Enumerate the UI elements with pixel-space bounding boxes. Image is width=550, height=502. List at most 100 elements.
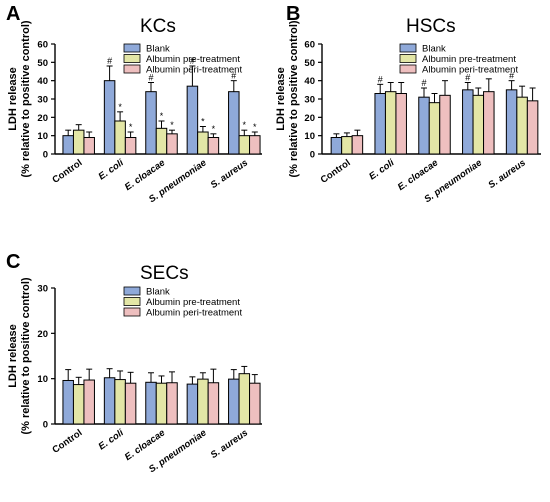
bar-s-aureus-1 bbox=[516, 96, 528, 155]
bar-s-aureus-2 bbox=[249, 135, 261, 155]
significance-mark: # bbox=[107, 56, 112, 66]
bar-e-cloacae-0 bbox=[145, 91, 157, 155]
chart-panel-hscs: B HSCs LDH release (% relative to positive … bbox=[275, 3, 541, 205]
y-tick-label: 20 bbox=[37, 113, 48, 124]
x-tick-label: E. coli bbox=[367, 157, 397, 182]
y-axis-label-sub: (% relative to positive control) bbox=[20, 277, 32, 434]
bar-control-0 bbox=[62, 135, 74, 155]
x-tick-label: E. coli bbox=[97, 427, 127, 452]
legend-swatch-0 bbox=[123, 286, 141, 296]
bar-control-1 bbox=[72, 384, 85, 425]
bar-control-2 bbox=[351, 135, 364, 155]
bar-control-0 bbox=[330, 137, 343, 155]
significance-mark: # bbox=[231, 71, 236, 81]
significance-mark: # bbox=[148, 73, 153, 83]
legend-label: Blank bbox=[422, 44, 446, 55]
bar-s-aureus-0 bbox=[228, 378, 240, 425]
legend-swatch-0 bbox=[399, 43, 417, 53]
y-tick-label: 0 bbox=[43, 420, 48, 431]
chart-panel-kcs: A KCs LDH release (% relative to positive c… bbox=[6, 3, 262, 205]
legend-swatch-0 bbox=[123, 43, 141, 53]
bar-control-0 bbox=[62, 379, 74, 425]
chart-title: HSCs bbox=[406, 16, 456, 37]
bar-s-pneumoniae-0 bbox=[186, 383, 199, 425]
bar-e-cloacae-1 bbox=[428, 102, 441, 155]
x-tick-label: S. aureus bbox=[209, 427, 250, 461]
significance-mark: # bbox=[190, 56, 195, 66]
panel-letter: C bbox=[6, 251, 20, 273]
legend-label: Albumin pre-treatment bbox=[422, 54, 516, 65]
bar-s-aureus-0 bbox=[228, 91, 240, 155]
bar-control-1 bbox=[72, 129, 85, 155]
bar-e-cloacae-1 bbox=[155, 382, 168, 425]
bar-s-pneumoniae-1 bbox=[472, 94, 485, 155]
y-tick-label: 10 bbox=[37, 374, 48, 385]
y-tick-label: 20 bbox=[304, 113, 315, 124]
legend-label: Albumin peri-treatment bbox=[422, 65, 518, 76]
significance-mark: # bbox=[421, 78, 426, 88]
bar-control-1 bbox=[341, 136, 353, 155]
y-tick-label: 30 bbox=[37, 95, 48, 106]
significance-mark: * bbox=[243, 120, 247, 130]
significance-mark: * bbox=[253, 122, 257, 132]
chart-panel-secs: C SECs LDH release (% relative to positive … bbox=[6, 251, 262, 475]
panel-letter: B bbox=[286, 3, 300, 25]
significance-mark: * bbox=[170, 120, 174, 130]
bar-e-coli-1 bbox=[114, 379, 126, 425]
x-tick-label: S. aureus bbox=[209, 157, 250, 191]
y-tick-label: 10 bbox=[304, 131, 315, 142]
legend-label: Albumin pre-treatment bbox=[146, 54, 240, 65]
significance-mark: * bbox=[201, 117, 205, 127]
y-axis-label: LDH release bbox=[7, 324, 19, 388]
significance-mark: # bbox=[378, 74, 383, 84]
bar-e-cloacae-0 bbox=[418, 96, 430, 155]
y-tick-label: 0 bbox=[310, 150, 315, 161]
bar-s-aureus-2 bbox=[249, 382, 261, 425]
significance-mark: # bbox=[509, 71, 514, 81]
significance-mark: * bbox=[160, 111, 164, 121]
bar-s-pneumoniae-1 bbox=[197, 131, 209, 155]
bar-s-pneumoniae-0 bbox=[186, 85, 199, 155]
x-tick-label: E. coli bbox=[97, 157, 127, 182]
y-tick-label: 40 bbox=[37, 76, 48, 87]
chart-title: KCs bbox=[140, 16, 176, 37]
x-tick-label: Control bbox=[50, 427, 84, 455]
bar-e-coli-2 bbox=[124, 382, 137, 425]
x-tick-label: S. aureus bbox=[486, 157, 527, 191]
y-axis-label: LDH release bbox=[275, 67, 287, 131]
legend-swatch-2 bbox=[123, 64, 141, 74]
bar-s-aureus-1 bbox=[238, 373, 251, 425]
y-tick-label: 60 bbox=[304, 40, 315, 51]
bar-s-pneumoniae-2 bbox=[483, 91, 495, 155]
y-tick-label: 20 bbox=[37, 329, 48, 340]
legend-swatch-1 bbox=[399, 54, 417, 63]
bar-e-coli-2 bbox=[124, 137, 137, 155]
bar-e-cloacae-2 bbox=[439, 94, 451, 155]
bar-e-coli-0 bbox=[103, 377, 116, 425]
legend-label: Albumin peri-treatment bbox=[146, 65, 242, 76]
y-tick-label: 60 bbox=[37, 40, 48, 51]
bar-e-cloacae-2 bbox=[166, 382, 178, 425]
y-tick-label: 0 bbox=[43, 150, 48, 161]
legend-label: Blank bbox=[146, 44, 170, 55]
bar-s-pneumoniae-2 bbox=[207, 382, 220, 425]
bar-s-pneumoniae-2 bbox=[207, 137, 220, 155]
bar-e-cloacae-0 bbox=[145, 381, 157, 425]
bar-s-pneumoniae-1 bbox=[197, 378, 209, 425]
y-axis-label-sub: (% relative to positive control) bbox=[288, 20, 300, 177]
y-tick-label: 50 bbox=[37, 58, 48, 69]
legend-swatch-2 bbox=[123, 307, 141, 317]
significance-mark: * bbox=[118, 102, 122, 112]
bar-s-pneumoniae-0 bbox=[462, 89, 474, 155]
bar-e-coli-1 bbox=[114, 120, 126, 155]
y-axis-label-sub: (% relative to positive control) bbox=[20, 20, 32, 177]
bar-e-coli-0 bbox=[103, 80, 116, 155]
y-tick-label: 10 bbox=[37, 131, 48, 142]
significance-mark: * bbox=[129, 122, 133, 132]
bar-s-aureus-2 bbox=[526, 100, 539, 155]
legend-swatch-2 bbox=[399, 64, 417, 74]
bar-e-cloacae-1 bbox=[155, 127, 168, 155]
legend-swatch-1 bbox=[123, 297, 141, 306]
significance-mark: # bbox=[465, 73, 470, 83]
